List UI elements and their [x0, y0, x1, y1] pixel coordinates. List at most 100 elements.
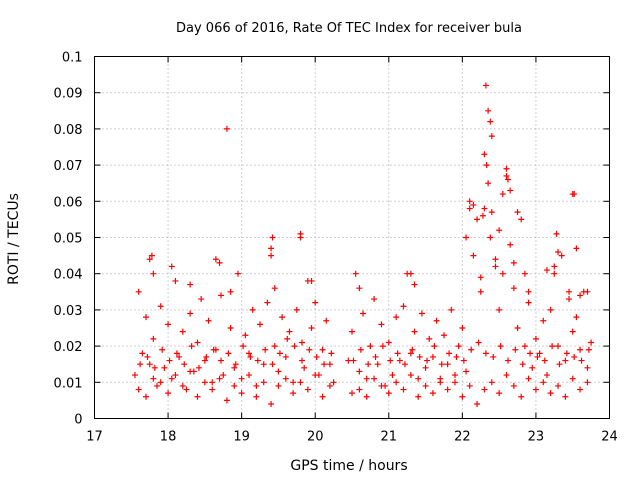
data-point — [253, 382, 260, 389]
data-point — [460, 357, 467, 364]
data-point — [541, 357, 548, 364]
data-point — [519, 361, 526, 368]
x-tick-label: 23 — [528, 430, 545, 445]
data-point — [260, 361, 267, 368]
data-point — [555, 248, 561, 255]
data-point — [488, 133, 495, 140]
data-point — [150, 270, 157, 277]
data-point — [543, 372, 550, 379]
data-point — [321, 361, 328, 368]
data-point — [547, 390, 554, 397]
y-tick-label: 0.05 — [54, 232, 83, 247]
y-axis-label: ROTI / TECUs — [6, 193, 22, 285]
data-point — [304, 386, 311, 393]
data-point — [159, 346, 166, 353]
data-point — [220, 372, 227, 379]
data-point — [555, 343, 561, 350]
data-point — [479, 212, 486, 219]
data-point — [150, 375, 157, 382]
data-point — [584, 379, 591, 386]
data-point — [536, 350, 543, 357]
data-point — [573, 245, 580, 252]
data-point — [143, 393, 149, 400]
data-point — [194, 393, 201, 400]
data-point — [345, 357, 352, 364]
data-point — [532, 386, 539, 393]
data-point — [555, 382, 561, 389]
data-point — [232, 361, 239, 368]
data-point — [527, 350, 534, 357]
data-point — [497, 343, 504, 350]
data-point — [482, 82, 489, 89]
data-point — [194, 339, 201, 346]
data-point — [187, 310, 194, 317]
data-point — [264, 299, 271, 306]
data-point — [319, 346, 326, 353]
x-axis: 17 18 19 20 21 22 23 24 — [86, 56, 618, 445]
data-point — [330, 379, 337, 386]
data-point — [418, 310, 425, 317]
data-point — [496, 390, 503, 397]
x-tick-label: 18 — [160, 430, 177, 445]
data-point — [521, 270, 528, 277]
data-point — [181, 361, 188, 368]
y-tick-label: 0.06 — [54, 195, 83, 210]
data-point — [521, 343, 528, 350]
data-point — [426, 335, 433, 342]
data-point — [440, 332, 447, 339]
data-point — [510, 259, 517, 266]
data-point — [139, 350, 146, 357]
data-point — [268, 252, 275, 259]
data-point — [499, 191, 506, 198]
data-point — [135, 386, 142, 393]
data-point — [569, 191, 576, 198]
data-point — [135, 288, 142, 295]
data-point — [379, 343, 386, 350]
data-point — [433, 317, 440, 324]
data-point — [209, 386, 216, 393]
data-point — [328, 350, 335, 357]
data-point — [429, 390, 436, 397]
data-point — [306, 346, 313, 353]
data-point — [172, 372, 179, 379]
y-axis: 0 0.01 0.02 0.03 0.04 0.05 0.06 0.07 0.08 0.09 0.1 — [54, 51, 610, 428]
data-point — [137, 361, 144, 368]
data-point — [562, 357, 569, 364]
data-point — [429, 353, 436, 360]
data-point — [365, 361, 372, 368]
data-point — [234, 270, 241, 277]
data-point — [525, 375, 532, 382]
data-point — [165, 390, 172, 397]
x-axis-label: GPS time / hours — [290, 458, 407, 474]
data-point — [312, 299, 319, 306]
data-point — [407, 270, 414, 277]
x-tick-label: 21 — [381, 430, 398, 445]
data-point — [298, 357, 305, 364]
data-point — [588, 339, 595, 346]
data-point — [532, 335, 539, 342]
data-point — [400, 303, 407, 310]
plot-frame — [94, 56, 610, 419]
data-point — [357, 346, 364, 353]
data-point — [154, 382, 161, 389]
data-point — [308, 277, 315, 284]
data-point — [401, 361, 408, 368]
data-point — [308, 325, 315, 331]
data-point — [143, 314, 149, 321]
y-tick-label: 0.07 — [54, 159, 83, 174]
data-point — [585, 346, 592, 353]
data-point — [183, 386, 190, 393]
data-point — [268, 245, 275, 252]
data-point — [416, 353, 423, 360]
data-point — [260, 379, 267, 386]
data-point — [205, 317, 212, 324]
data-point — [507, 241, 514, 248]
data-point — [290, 379, 297, 386]
data-point — [201, 357, 208, 364]
data-point — [577, 292, 584, 299]
data-point — [271, 285, 278, 292]
data-point — [225, 350, 232, 357]
data-point — [452, 379, 458, 386]
data-point — [411, 281, 418, 288]
data-point — [463, 234, 470, 241]
